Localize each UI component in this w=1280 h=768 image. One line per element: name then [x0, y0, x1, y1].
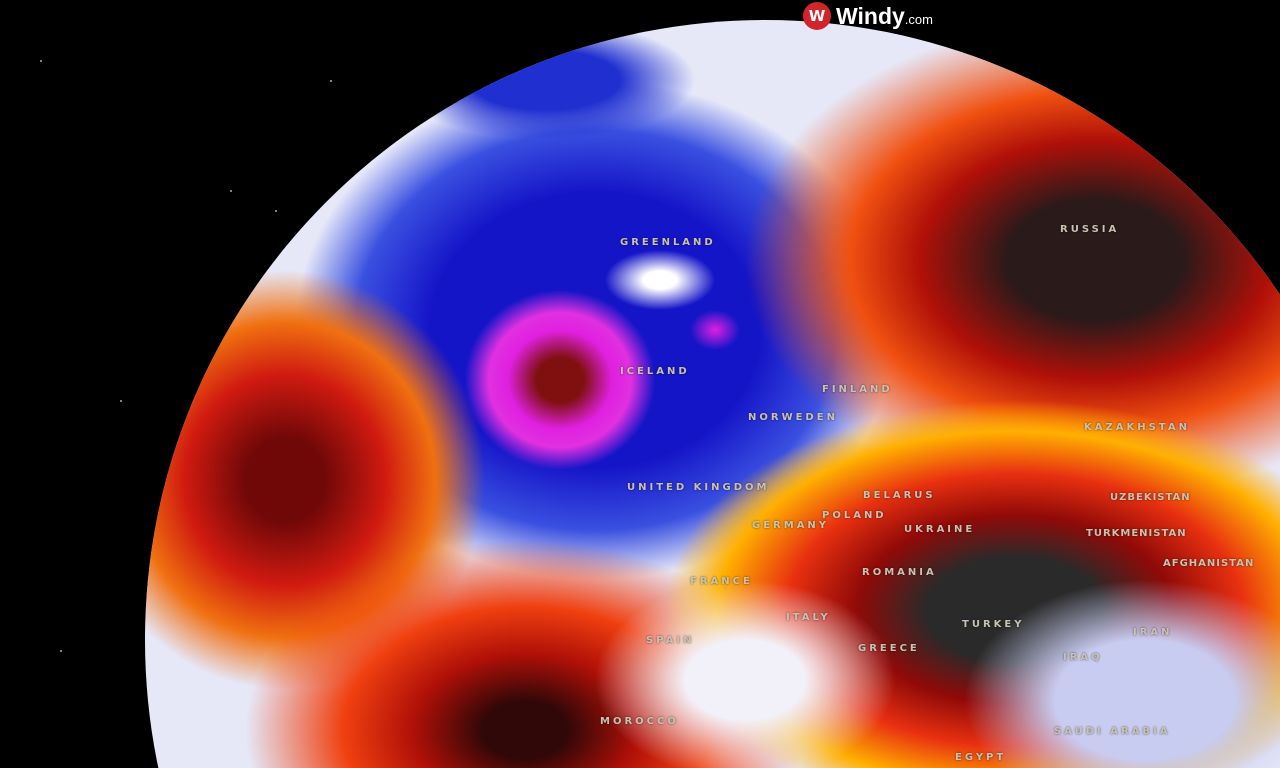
windy-logo-icon: W [803, 2, 831, 30]
map-label: TURKMENISTAN [1086, 528, 1187, 539]
map-label: MOROCCO [600, 716, 679, 727]
map-label: GREECE [858, 643, 920, 654]
map-label: FINLAND [822, 384, 893, 395]
map-label: FRANCE [690, 576, 753, 587]
map-label: TURKEY [962, 619, 1025, 630]
map-label: IRAN [1133, 627, 1173, 638]
map-label: ICELAND [620, 366, 690, 377]
map-label: SPAIN [646, 635, 695, 646]
map-label: NORWEDEN [748, 412, 838, 423]
map-label: ITALY [786, 612, 831, 623]
map-label: SAUDI ARABIA [1054, 726, 1171, 737]
map-label: GERMANY [752, 520, 830, 531]
map-label: RUSSIA [1060, 224, 1120, 235]
brand-suffix: .com [904, 11, 933, 27]
map-label: BELARUS [863, 490, 936, 501]
map-label: ROMANIA [862, 567, 937, 578]
map-label: UZBEKISTAN [1110, 492, 1191, 503]
map-label: UNITED KINGDOM [627, 482, 770, 493]
map-label: KAZAKHSTAN [1084, 422, 1190, 433]
map-label: POLAND [822, 510, 887, 521]
map-label: GREENLAND [620, 237, 716, 248]
brand-name: Windy.com [836, 3, 933, 30]
map-label: EGYPT [955, 752, 1007, 763]
windy-logo[interactable]: W Windy.com [803, 2, 933, 30]
brand-name-text: Windy [836, 2, 905, 29]
map-label: UKRAINE [904, 524, 976, 535]
map-label: AFGHANISTAN [1163, 558, 1255, 569]
map-label: IRAQ [1063, 652, 1103, 663]
